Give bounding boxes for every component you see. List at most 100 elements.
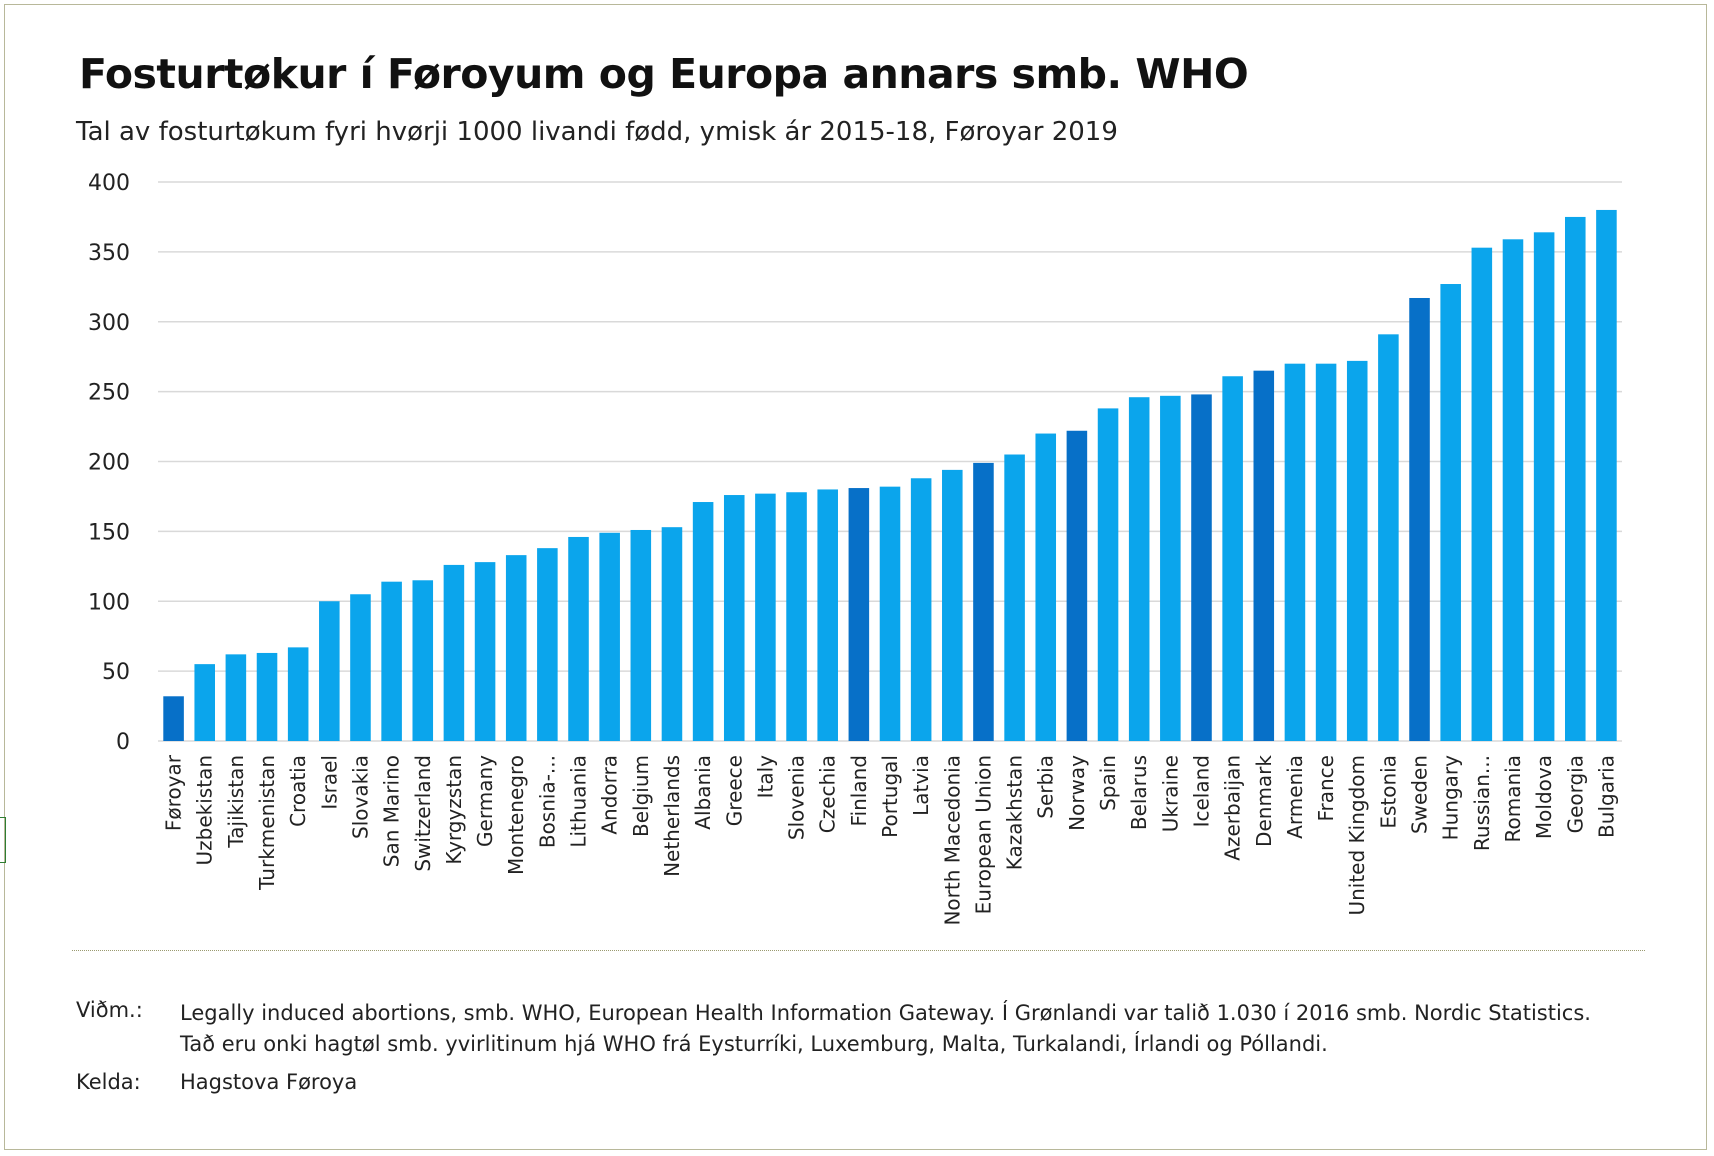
x-tick-label: Armenia xyxy=(1283,755,1307,839)
bar xyxy=(319,601,340,741)
bar xyxy=(879,486,901,741)
bar xyxy=(474,562,496,741)
notes-text: Legally induced abortions, smb. WHO, Eur… xyxy=(180,998,1591,1060)
x-tick-label: Kyrgyzstan xyxy=(442,755,466,865)
x-axis: Føroyar Uzbekistan Tajikistan Turkmenistan C… xyxy=(162,754,1619,925)
x-tick-label: Tajikistan xyxy=(224,755,248,849)
x-tick-label: Ukraine xyxy=(1158,755,1182,832)
x-tick-label: Finland xyxy=(847,755,871,826)
bar xyxy=(194,664,216,741)
x-tick-label: Bosnia-... xyxy=(535,755,559,848)
bar-chart: 0 50 100 150 200 250 300 350 400 Føroyar Uzbekist… xyxy=(88,171,1622,926)
bar xyxy=(412,580,434,741)
y-tick-label: 150 xyxy=(88,520,130,545)
bar xyxy=(910,478,932,741)
x-tick-label: Turkmenistan xyxy=(255,755,279,891)
bar xyxy=(1315,363,1337,741)
x-tick-label: Montenegro xyxy=(504,755,528,875)
notes-line-1: Legally induced abortions, smb. WHO, Eur… xyxy=(180,1001,1591,1025)
y-tick-label: 100 xyxy=(88,590,130,615)
bars xyxy=(163,209,1617,742)
bar xyxy=(661,527,683,741)
chart-frame xyxy=(4,4,1707,1150)
x-tick-label: Iceland xyxy=(1189,755,1213,827)
bar xyxy=(973,462,994,741)
x-tick-label: Israel xyxy=(317,755,341,810)
x-tick-label: United Kingdom xyxy=(1345,755,1369,916)
bar xyxy=(1596,209,1617,741)
x-tick-label: Belgium xyxy=(629,755,653,837)
x-tick-label: Azerbaijan xyxy=(1221,755,1245,861)
bar xyxy=(848,488,870,741)
x-tick-label: San Marino xyxy=(380,755,404,867)
x-tick-label: Serbia xyxy=(1034,755,1058,819)
x-tick-label: France xyxy=(1314,755,1338,822)
x-tick-label: North Macedonia xyxy=(940,755,964,926)
bar xyxy=(287,647,309,741)
x-tick-label: Belarus xyxy=(1127,755,1151,830)
bar xyxy=(1004,454,1025,741)
bar xyxy=(599,532,620,741)
source-label: Kelda: xyxy=(76,1070,141,1094)
x-tick-label: Kazakhstan xyxy=(1003,755,1027,870)
x-tick-label: Czechia xyxy=(816,755,840,833)
source-text: Hagstova Føroya xyxy=(180,1070,358,1094)
bar xyxy=(1222,376,1243,741)
bar xyxy=(723,495,745,741)
bar xyxy=(1502,239,1524,742)
x-tick-label: Slovakia xyxy=(348,755,372,839)
x-tick-label: Bulgaria xyxy=(1594,755,1618,838)
y-axis: 0 50 100 150 200 250 300 350 400 xyxy=(88,171,130,755)
bar xyxy=(1378,334,1399,741)
chart-title: Fosturtøkur í Føroyum og Europa annars s… xyxy=(79,50,1249,98)
y-tick-label: 400 xyxy=(88,171,130,196)
bar xyxy=(1284,363,1306,741)
bar xyxy=(755,493,776,741)
bar xyxy=(163,696,184,741)
x-tick-label: Italy xyxy=(753,755,777,799)
notes-line-2: Tað eru onki hagtøl smb. yvirlitinum hjá… xyxy=(180,1032,1328,1056)
bar xyxy=(692,502,714,741)
bar xyxy=(1471,247,1493,741)
x-tick-label: Norway xyxy=(1065,755,1089,831)
x-tick-label: Spain xyxy=(1096,755,1120,811)
bar xyxy=(350,594,371,741)
bar xyxy=(568,536,589,741)
bar xyxy=(256,652,278,741)
bar xyxy=(1440,284,1461,741)
x-tick-label: Moldova xyxy=(1532,755,1556,839)
y-tick-label: 50 xyxy=(102,660,130,685)
bar xyxy=(1533,232,1555,741)
x-tick-label: Switzerland xyxy=(411,755,435,872)
x-tick-label: Georgia xyxy=(1563,755,1587,833)
bar xyxy=(786,492,807,741)
bar xyxy=(1346,360,1368,741)
bar xyxy=(817,489,838,741)
selection-handle[interactable] xyxy=(0,817,6,863)
bar xyxy=(1253,370,1275,741)
bar xyxy=(1564,216,1586,741)
bar xyxy=(505,555,527,741)
x-tick-label: Lithuania xyxy=(567,755,591,848)
x-tick-label: Greece xyxy=(722,755,746,826)
y-tick-label: 200 xyxy=(88,451,130,476)
x-tick-label: Portugal xyxy=(878,755,902,838)
bar xyxy=(1409,297,1430,741)
x-tick-label: Slovenia xyxy=(785,755,809,840)
x-tick-label: Andorra xyxy=(598,755,622,835)
x-tick-label: European Union xyxy=(971,755,995,914)
x-tick-label: Russian... xyxy=(1470,755,1494,851)
bar xyxy=(1066,430,1088,741)
bar xyxy=(443,564,465,741)
notes-label: Viðm.: xyxy=(76,998,143,1022)
x-tick-label: Netherlands xyxy=(660,755,684,877)
x-tick-label: Hungary xyxy=(1439,755,1463,841)
x-tick-label: Uzbekistan xyxy=(193,755,217,865)
bar xyxy=(1160,395,1181,741)
bar xyxy=(1097,408,1119,741)
footer-divider xyxy=(72,950,1645,951)
bar xyxy=(537,548,558,741)
x-tick-label: Latvia xyxy=(909,755,933,816)
x-tick-label: Sweden xyxy=(1408,755,1432,834)
y-tick-label: 250 xyxy=(88,381,130,406)
